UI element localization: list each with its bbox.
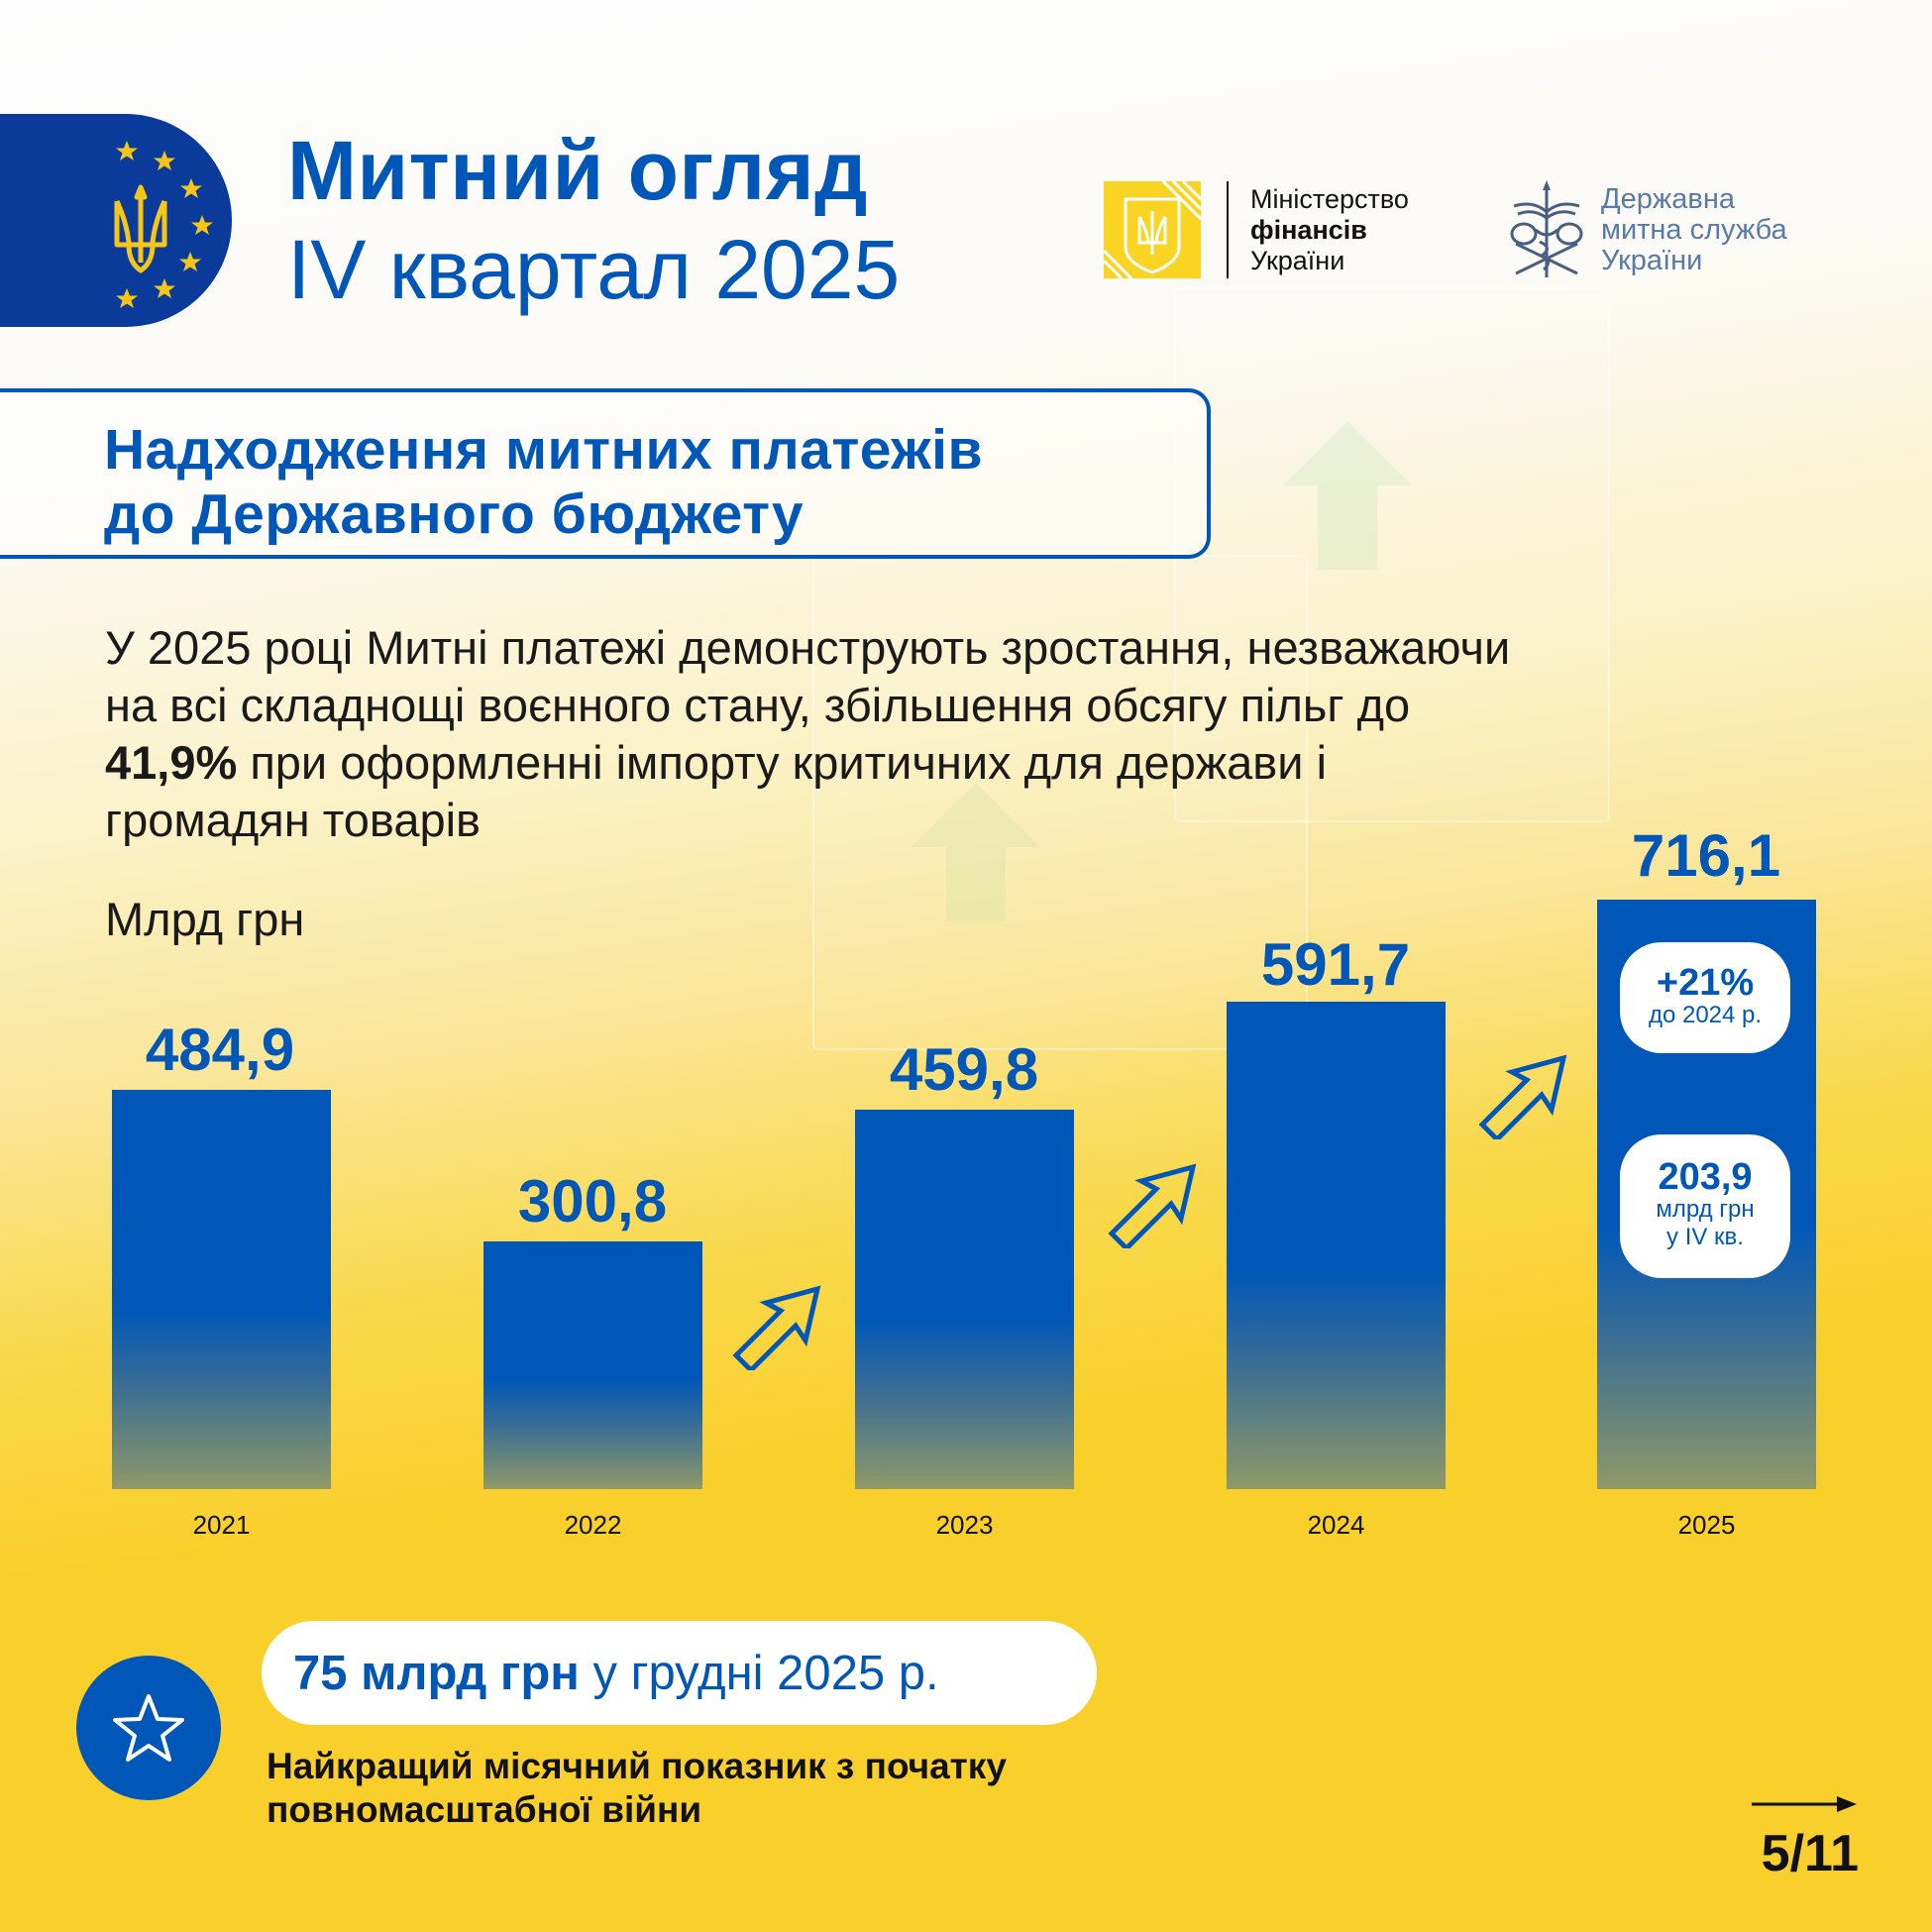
section-title-box: Надходження митних платежів до Державног…	[0, 388, 1211, 559]
highlight-note-line1: Найкращий місячний показник з початку	[267, 1746, 1007, 1786]
q4-value: 203,9	[1658, 1156, 1753, 1198]
bar-2023	[855, 1110, 1074, 1489]
december-highlight-pill: 75 млрд грн у грудні 2025 р.	[262, 1621, 1097, 1725]
next-arrow-icon[interactable]	[1750, 1793, 1859, 1815]
description-line2: на всі складнощі воєнного стану, збільше…	[105, 679, 1411, 731]
growth-annotation: +21% до 2024 р.	[1620, 942, 1790, 1053]
minfin-line2: фінансів	[1250, 214, 1367, 245]
bar-2024	[1227, 1002, 1446, 1489]
year-label-2025: 2025	[1677, 1510, 1736, 1540]
year-label-2021: 2021	[192, 1510, 251, 1540]
year-label-2022: 2022	[564, 1510, 622, 1540]
page-indicator: 5/11	[1761, 1825, 1859, 1882]
bar-value-2021: 484,9	[145, 1017, 295, 1083]
trend-up-arrow-icon	[1108, 1163, 1197, 1248]
customs-caduceus-icon	[1510, 180, 1583, 277]
bar-2022	[483, 1241, 702, 1489]
q4-annotation: 203,9 млрд грн у IV кв.	[1620, 1134, 1790, 1278]
section-title-line1: Надходження митних платежів	[104, 418, 984, 482]
description-line4: громадян товарів	[105, 794, 482, 846]
star-icon	[113, 1694, 184, 1762]
page-subtitle: IV квартал 2025	[287, 223, 901, 316]
star-badge	[76, 1656, 221, 1800]
trend-up-arrow-icon	[732, 1285, 821, 1370]
bar-value-2022: 300,8	[517, 1168, 668, 1234]
customs-line2: митна служба	[1601, 213, 1787, 246]
trend-up-arrow-icon	[1478, 1054, 1567, 1139]
description-line3: 41,9% при оформленні імпорту критичних д…	[105, 734, 1888, 792]
bar-2021	[112, 1090, 331, 1489]
bar-value-2023: 459,8	[889, 1036, 1039, 1103]
description-paragraph: У 2025 році Митні платежі демонструють з…	[105, 619, 1888, 849]
minfin-line1: Міністерство	[1250, 183, 1409, 214]
minfin-line3: України	[1250, 245, 1345, 275]
slide-pager[interactable]: 5/11	[1750, 1793, 1859, 1883]
ministry-trident-icon	[1104, 181, 1201, 278]
q4-period: у IV кв.	[1666, 1224, 1744, 1250]
ministry-of-finance-logo: Міністерство фінансів України	[1104, 181, 1409, 278]
customs-line3: України	[1601, 244, 1703, 276]
bar-value-2024: 591,7	[1260, 931, 1411, 998]
december-period: у грудні 2025 р.	[579, 1646, 939, 1700]
customs-line1: Державна	[1601, 182, 1735, 215]
description-line3-rest: при оформленні імпорту критичних для дер…	[237, 736, 1328, 789]
growth-comparison-label: до 2024 р.	[1648, 1002, 1763, 1028]
q4-unit: млрд грн	[1656, 1196, 1755, 1223]
eu-stars-trident-icon	[114, 141, 213, 308]
highlight-note-line2: повномасштабної війни	[267, 1789, 702, 1830]
growth-percent: +21%	[1656, 962, 1755, 1004]
highlight-note: Найкращий місячний показник з початку по…	[267, 1745, 1007, 1832]
section-title-line2: до Державного бюджету	[104, 483, 805, 546]
benefits-share-value: 41,9%	[105, 736, 238, 789]
bar-value-2025: 716,1	[1631, 822, 1781, 889]
logo-divider	[1227, 181, 1229, 278]
december-amount: 75 млрд грн	[293, 1646, 580, 1700]
description-line1: У 2025 році Митні платежі демонструють з…	[105, 621, 1511, 674]
year-label-2023: 2023	[935, 1510, 994, 1540]
page-title: Митний огляд	[287, 124, 869, 217]
eu-ukraine-badge	[0, 114, 232, 327]
state-customs-service-logo: Державна митна служба України	[1504, 178, 1787, 281]
year-label-2024: 2024	[1307, 1510, 1365, 1540]
y-axis-unit-label: Млрд грн	[105, 893, 305, 945]
